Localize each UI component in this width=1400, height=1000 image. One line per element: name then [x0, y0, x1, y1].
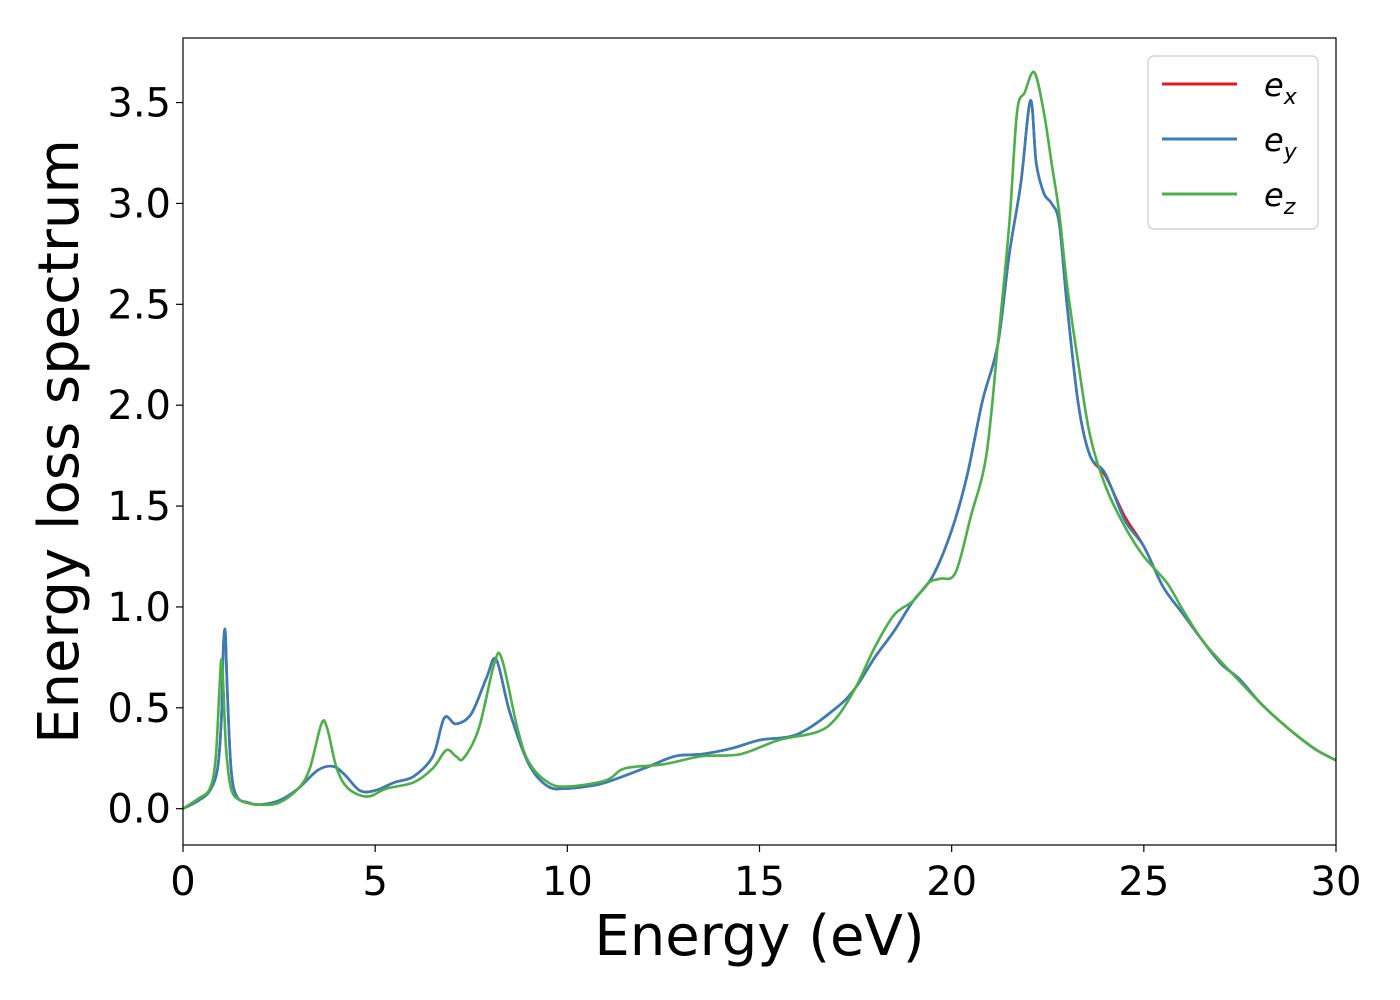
y-tick-label: 2.0 — [107, 383, 171, 429]
x-tick-label: 5 — [362, 859, 387, 905]
y-axis: 0.0 0.5 1.0 1.5 2.0 2.5 3.0 3.5 — [107, 81, 183, 833]
legend-label-ex: ex — [1264, 66, 1298, 110]
series-line-ey — [182, 99, 1337, 810]
x-tick-label: 20 — [926, 859, 977, 905]
x-tick-label: 10 — [542, 859, 593, 905]
legend-label-ez: ez — [1264, 176, 1296, 220]
x-tick-label: 25 — [1118, 859, 1169, 905]
y-tick-label: 3.0 — [107, 181, 171, 227]
series-layer — [182, 70, 1337, 810]
x-tick-label: 0 — [170, 859, 195, 905]
y-tick-label: 1.0 — [107, 585, 171, 631]
y-axis-title: Energy loss spectrum — [27, 139, 92, 744]
y-tick-label: 3.5 — [107, 81, 171, 127]
legend: ex ey ez — [1147, 55, 1319, 230]
legend-frame — [1147, 55, 1319, 230]
legend-label-ey: ey — [1264, 121, 1298, 165]
y-tick-label: 1.5 — [107, 484, 171, 530]
x-axis: 0 5 10 15 20 25 30 — [170, 845, 1361, 905]
series-line-ez — [182, 70, 1337, 810]
x-tick-label: 30 — [1311, 859, 1362, 905]
x-axis-title: Energy (eV) — [594, 904, 924, 969]
y-tick-label: 0.0 — [107, 787, 171, 833]
y-tick-label: 2.5 — [107, 282, 171, 328]
y-tick-label: 0.5 — [107, 686, 171, 732]
x-tick-label: 15 — [734, 859, 785, 905]
